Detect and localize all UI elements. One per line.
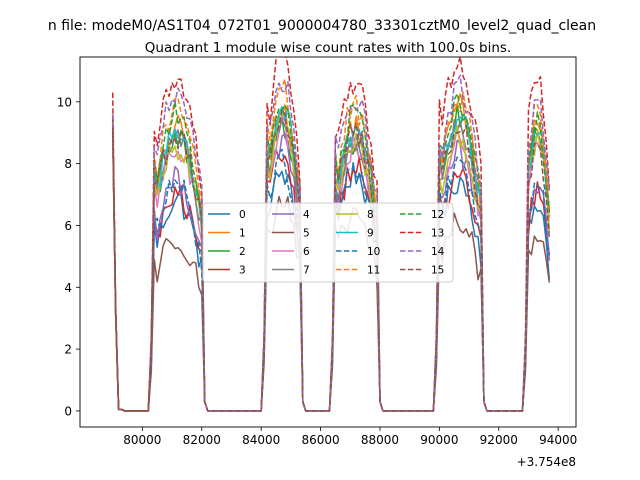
legend-label: 6	[303, 246, 310, 258]
legend-label: 1	[239, 228, 246, 240]
x-tick-label: 90000	[420, 433, 458, 447]
legend-label: 0	[239, 209, 246, 221]
legend-label: 5	[303, 228, 310, 240]
y-tick-label: 4	[64, 281, 72, 295]
chart-title: Quadrant 1 module wise count rates with …	[145, 40, 511, 56]
legend-label: 14	[431, 246, 445, 258]
y-tick-label: 0	[64, 404, 72, 418]
x-tick-label: 86000	[301, 433, 339, 447]
legend-box	[202, 202, 454, 283]
legend-label: 11	[367, 265, 380, 277]
legend-label: 7	[303, 265, 310, 277]
series-line-14	[111, 74, 551, 412]
y-axis: 0 2 4 6 8 10	[57, 95, 80, 418]
x-tick-label: 88000	[361, 433, 399, 447]
y-tick-label: 2	[64, 343, 72, 357]
legend-label: 8	[367, 209, 374, 221]
legend-label: 3	[239, 265, 246, 277]
y-tick-label: 10	[57, 95, 72, 109]
x-tick-label: 84000	[242, 433, 280, 447]
legend-label: 12	[431, 209, 444, 221]
legend-label: 13	[431, 228, 444, 240]
x-tick-label: 80000	[123, 433, 161, 447]
legend-label: 9	[367, 228, 374, 240]
x-axis-offset-label: +3.754e8	[517, 455, 576, 469]
series-line-15	[111, 109, 551, 412]
plot-frame	[79, 56, 577, 428]
y-tick-label: 8	[64, 157, 72, 171]
x-tick-label: 92000	[480, 433, 518, 447]
y-tick-label: 6	[64, 219, 72, 233]
series-lines	[111, 57, 551, 412]
x-axis: 80000 82000 84000 86000 88000 90000 92000 94000	[123, 427, 577, 447]
x-tick-label: 82000	[183, 433, 221, 447]
x-tick-label: 94000	[539, 433, 577, 447]
legend-label: 2	[239, 246, 246, 258]
legend-label: 10	[367, 246, 380, 258]
legend-label: 15	[431, 265, 444, 277]
legend-label: 4	[303, 209, 310, 221]
figure-suptitle: n file: modeM0/AS1T04_072T01_9000004780_…	[48, 18, 596, 34]
